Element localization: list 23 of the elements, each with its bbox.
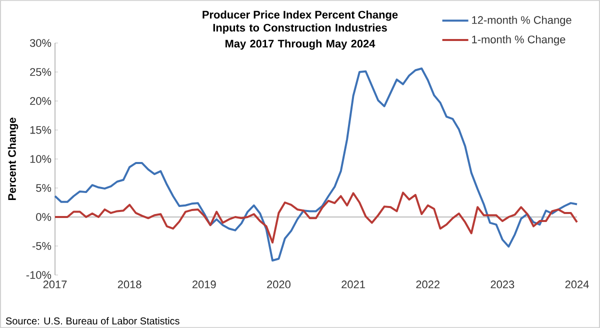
x-tick-label: 2017 (43, 280, 67, 288)
y-tick-label: 10% (30, 155, 52, 163)
chart-subtitle: Inputs to Construction Industries May 2017 Through May 2024 (213, 24, 387, 50)
x-tick-label: 2022 (416, 280, 440, 288)
legend-label: 1-month % Change (472, 35, 566, 46)
x-tick-label: 2018 (118, 280, 142, 288)
x-tick-label: 2021 (342, 280, 365, 288)
y-tick-label: 25% (30, 68, 52, 76)
y-tick-label: 15% (30, 126, 52, 134)
x-tick-label: 2020 (267, 280, 290, 288)
y-tick-label: 0% (36, 213, 52, 221)
y-tick-label: 20% (30, 97, 52, 105)
x-tick-label: 2023 (490, 280, 514, 288)
y-axis-title: Percent Change (8, 118, 18, 200)
y-tick-label: 5% (36, 184, 52, 192)
legend-label: 12-month % Change (472, 16, 572, 26)
chart-title: Producer Price Index Percent Change (202, 10, 398, 21)
y-tick-label: -5% (32, 242, 52, 250)
source-note: Source: U.S. Bureau of Labor Statistics (6, 317, 180, 324)
y-tick-label: 30% (30, 39, 52, 47)
y-tick-label: -10% (26, 271, 52, 279)
x-tick-label: 2024 (565, 280, 589, 288)
x-tick-label: 2019 (192, 280, 216, 288)
